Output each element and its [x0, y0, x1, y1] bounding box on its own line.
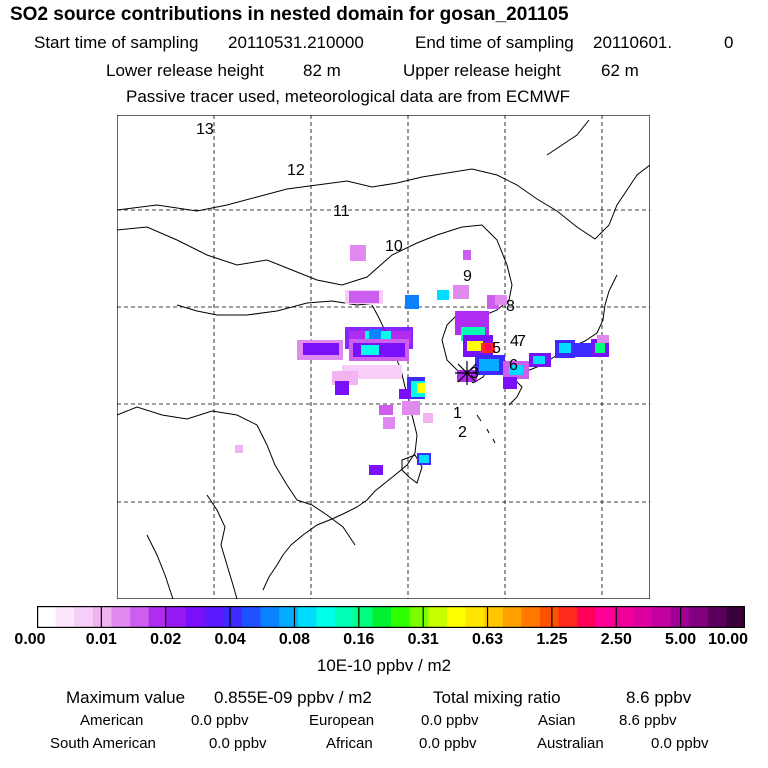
- end-time-value: 20110601.: [593, 33, 673, 52]
- colorbar-tick-label: 0.04: [214, 631, 246, 648]
- colorbar-swatch: [409, 606, 429, 628]
- colorbar-swatch: [651, 606, 671, 628]
- total-mixing-value: 8.6 ppbv: [626, 688, 692, 707]
- source-name-african: African: [326, 735, 373, 752]
- start-time-value: 20110531.210000: [228, 33, 364, 52]
- colorbar-swatch: [465, 606, 485, 628]
- colorbar-swatch: [297, 606, 317, 628]
- colorbar-swatch: [316, 606, 336, 628]
- colorbar-swatch: [130, 606, 150, 628]
- colorbar-swatch: [558, 606, 578, 628]
- day-label-1: 1: [453, 405, 462, 422]
- day-label-8: 8: [506, 298, 515, 315]
- colorbar-swatch: [74, 606, 94, 628]
- end-time-suffix: 0: [724, 33, 734, 52]
- lower-release-value: 82 m: [303, 61, 341, 80]
- source-value-american: 0.0 ppbv: [191, 712, 249, 729]
- colorbar-swatch: [241, 606, 262, 628]
- day-label-4: 4: [510, 333, 519, 350]
- colorbar-swatch: [148, 606, 168, 628]
- colorbar-swatch: [335, 606, 355, 628]
- grid-lines: [117, 115, 650, 599]
- colorbar-swatch: [37, 606, 57, 628]
- colorbar-tick-label: 10.00: [707, 631, 749, 648]
- day-label-12: 12: [287, 162, 305, 179]
- colorbar-swatch: [353, 606, 373, 628]
- colorbar-swatch: [55, 606, 75, 628]
- colorbar-tick-label: 1.25: [536, 631, 568, 648]
- start-time-label: Start time of sampling: [34, 33, 199, 52]
- colorbar-swatch: [92, 606, 113, 628]
- colorbar-tick-label: 0.02: [150, 631, 182, 648]
- max-value: 0.855E-09 ppbv / m2: [214, 688, 372, 707]
- colorbar-swatch: [595, 606, 616, 628]
- colorbar-swatch: [372, 606, 392, 628]
- colorbar-swatch: [614, 606, 634, 628]
- day-label-11: 11: [333, 203, 350, 220]
- colorbar-swatch: [446, 606, 467, 628]
- colorbar-tick-label: 0.63: [471, 631, 504, 648]
- colorbar-swatch: [633, 606, 653, 628]
- colorbar-swatch: [428, 606, 448, 628]
- colorbar-tick-label: 0.00: [14, 631, 46, 648]
- colorbar-swatch: [540, 606, 560, 628]
- source-name-south-american: South American: [50, 735, 156, 752]
- colorbar-swatch: [391, 606, 411, 628]
- colorbar-swatch: [577, 606, 597, 628]
- day-label-3: 3: [470, 365, 479, 382]
- source-name-european: European: [309, 712, 375, 729]
- source-name-american: American: [80, 712, 144, 729]
- lower-release-label: Lower release height: [106, 61, 264, 80]
- day-label-6: 6: [509, 357, 518, 374]
- source-value-australian: 0.0 ppbv: [651, 735, 709, 752]
- tracer-note: Passive tracer used, meteorological data…: [126, 87, 571, 106]
- colorbar-tick-label: 0.31: [407, 631, 439, 648]
- upper-release-value: 62 m: [601, 61, 639, 80]
- day-label-10: 10: [385, 238, 403, 255]
- total-mixing-label: Total mixing ratio: [433, 688, 561, 707]
- concentration-field: [235, 245, 609, 475]
- release-site-star: [455, 361, 479, 385]
- colorbar-border: [37, 606, 745, 628]
- colorbar-tick-label: 0.16: [343, 631, 375, 648]
- colorbar-swatch: [707, 606, 727, 628]
- day-label-2: 2: [458, 424, 467, 441]
- source-name-australian: Australian: [537, 735, 604, 752]
- colorbar-tick-label: 5.00: [665, 631, 697, 648]
- map-panel: [117, 115, 650, 599]
- day-label-5: 5: [492, 340, 501, 357]
- colorbar-swatch: [484, 606, 504, 628]
- colorbar: [37, 606, 745, 628]
- colorbar-swatch: [111, 606, 131, 628]
- upper-release-label: Upper release height: [403, 61, 561, 80]
- source-value-european: 0.0 ppbv: [421, 712, 479, 729]
- colorbar-swatch: [260, 606, 280, 628]
- day-label-13: 13: [196, 121, 214, 138]
- source-name-asian: Asian: [538, 712, 576, 729]
- max-value-label: Maximum value: [66, 688, 186, 707]
- plot-title: SO2 source contributions in nested domai…: [10, 4, 569, 25]
- end-time-label: End time of sampling: [415, 33, 574, 52]
- colorbar-swatch: [521, 606, 541, 628]
- colorbar-swatch: [223, 606, 243, 628]
- source-value-african: 0.0 ppbv: [419, 735, 477, 752]
- day-label-7: 7: [517, 333, 526, 350]
- colorbar-swatch: [670, 606, 690, 628]
- colorbar-swatch: [167, 606, 187, 628]
- colorbar-swatch: [502, 606, 522, 628]
- colorbar-tick-label: 2.50: [600, 631, 632, 648]
- colorbar-swatch: [689, 606, 709, 628]
- colorbar-tick-label: 0.08: [278, 631, 311, 648]
- source-value-south-american: 0.0 ppbv: [209, 735, 267, 752]
- colorbar-tick-label: 0.01: [85, 631, 117, 648]
- colorbar-units: 10E-10 ppbv / m2: [316, 656, 452, 675]
- colorbar-swatch: [186, 606, 206, 628]
- source-value-asian: 8.6 ppbv: [619, 712, 677, 729]
- colorbar-swatch: [726, 606, 745, 628]
- day-label-9: 9: [463, 268, 472, 285]
- colorbar-swatch: [279, 606, 299, 628]
- colorbar-swatch: [204, 606, 224, 628]
